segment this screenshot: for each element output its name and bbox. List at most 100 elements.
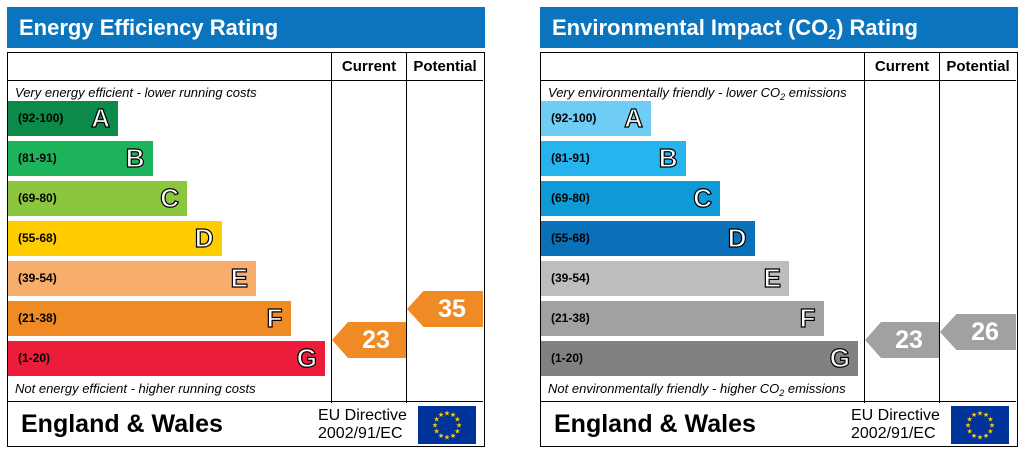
current-rating-marker: 23 (865, 321, 939, 358)
rating-band-a: (92-100) A (541, 101, 651, 136)
footer-divider (541, 401, 1016, 402)
flag-star: ★ (966, 428, 972, 436)
column-divider (331, 53, 332, 403)
rating-band-f: (21-38) F (541, 301, 824, 336)
band-letter-label: B (125, 142, 145, 173)
flag-star: ★ (987, 428, 993, 436)
flag-star: ★ (977, 410, 983, 418)
flag-star: ★ (454, 428, 460, 436)
band-range-label: (81-91) (18, 151, 57, 165)
rating-band-c: (69-80) C (541, 181, 720, 216)
flag-star: ★ (989, 422, 995, 430)
band-range-label: (1-20) (18, 351, 51, 365)
band-letter-label: G (296, 342, 317, 373)
rating-band-b: (81-91) B (8, 141, 153, 176)
rating-band-c: (69-80) C (8, 181, 187, 216)
directive-line2: 2002/91/EC (318, 425, 403, 442)
band-range-label: (69-80) (18, 191, 57, 205)
rating-frame: Current Potential Very environmentally f… (540, 52, 1018, 447)
band-range-label: (81-91) (551, 151, 590, 165)
band-letter-label: A (91, 102, 111, 133)
band-letter-label: D (194, 222, 214, 253)
band-range-label: (21-38) (551, 311, 590, 325)
band-range-label: (92-100) (551, 111, 597, 125)
flag-star: ★ (438, 432, 444, 440)
bottom-note: Not energy efficient - higher running co… (15, 381, 256, 396)
marker-arrow-shape (940, 314, 1016, 351)
header-divider (8, 80, 483, 81)
eu-directive-label: EU Directive 2002/91/EC (851, 407, 940, 443)
rating-band-e: (39-54) E (541, 261, 789, 296)
flag-star: ★ (971, 432, 977, 440)
band-letter-label: A (624, 102, 644, 133)
band-range-label: (39-54) (551, 271, 590, 285)
column-header-potential: Potential (946, 58, 1010, 75)
flag-star: ★ (438, 411, 444, 419)
current-rating-value: 23 (895, 325, 923, 354)
rating-band-d: (55-68) D (8, 221, 222, 256)
flag-star: ★ (432, 422, 438, 430)
marker-arrow-shape (332, 321, 406, 358)
country-label: England & Wales (554, 410, 756, 438)
potential-rating-value: 26 (971, 318, 999, 347)
band-letter-label: F (799, 302, 816, 333)
band-letter-label: F (266, 302, 283, 333)
flag-star: ★ (433, 416, 439, 424)
flag-star: ★ (454, 416, 460, 424)
band-range-label: (55-68) (18, 231, 57, 245)
rating-band-f: (21-38) F (8, 301, 291, 336)
rating-band-d: (55-68) D (541, 221, 755, 256)
band-range-label: (69-80) (551, 191, 590, 205)
flag-background (951, 406, 1009, 444)
column-header-potential: Potential (413, 58, 477, 75)
band-letter-label: E (763, 262, 782, 293)
current-rating-marker: 23 (332, 321, 406, 358)
bottom-note: Not environmentally friendly - higher CO… (548, 381, 846, 398)
flag-star: ★ (433, 428, 439, 436)
flag-star: ★ (966, 416, 972, 424)
potential-rating-marker: 35 (407, 290, 483, 327)
rating-band-e: (39-54) E (8, 261, 256, 296)
band-letter-label: E (230, 262, 249, 293)
potential-rating-value: 35 (438, 294, 466, 323)
directive-line1: EU Directive (851, 407, 940, 424)
top-note: Very environmentally friendly - lower CO… (548, 85, 847, 102)
directive-line1: EU Directive (318, 407, 407, 424)
flag-star: ★ (983, 411, 989, 419)
current-rating-value: 23 (362, 325, 390, 354)
flag-star: ★ (983, 432, 989, 440)
potential-rating-marker: 26 (940, 314, 1016, 351)
country-label: England & Wales (21, 410, 223, 438)
band-letter-label: C (160, 182, 180, 213)
rating-band-b: (81-91) B (541, 141, 686, 176)
column-divider (864, 53, 865, 403)
flag-star: ★ (450, 411, 456, 419)
marker-arrow-shape (865, 321, 939, 358)
band-letter-label: C (693, 182, 713, 213)
rating-band-a: (92-100) A (8, 101, 118, 136)
column-divider (406, 53, 407, 403)
flag-star: ★ (444, 410, 450, 418)
marker-arrow-shape (407, 290, 483, 327)
header-divider (541, 80, 1016, 81)
eu-directive-label: EU Directive 2002/91/EC (318, 407, 407, 443)
footer: England & Wales EU Directive 2002/91/EC … (8, 403, 483, 445)
rating-band-g: (1-20) G (541, 341, 858, 376)
band-range-label: (1-20) (551, 351, 584, 365)
chart-title: Energy Efficiency Rating (7, 7, 485, 48)
flag-star: ★ (965, 422, 971, 430)
band-range-label: (21-38) (18, 311, 57, 325)
directive-line2: 2002/91/EC (851, 425, 936, 442)
flag-star: ★ (450, 432, 456, 440)
flag-star: ★ (977, 434, 983, 442)
column-header-current: Current (341, 58, 397, 75)
flag-star: ★ (456, 422, 462, 430)
energy-efficiency-panel: Energy Efficiency Rating Current Potenti… (7, 7, 485, 447)
eu-flag-icon: ★ ★★★★★★★★★★★ (951, 406, 1009, 444)
footer-divider (8, 401, 483, 402)
band-range-label: (92-100) (18, 111, 64, 125)
band-letter-label: D (727, 222, 747, 253)
flag-star: ★ (987, 416, 993, 424)
chart-title: Environmental Impact (CO2) Rating (540, 7, 1018, 48)
top-note: Very energy efficient - lower running co… (15, 85, 257, 100)
